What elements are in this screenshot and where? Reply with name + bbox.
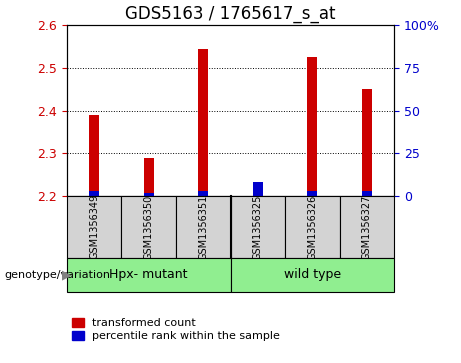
Text: GSM1356325: GSM1356325 [253, 194, 263, 260]
Bar [121, 196, 176, 258]
Text: GSM1356327: GSM1356327 [362, 194, 372, 260]
Bar [67, 196, 121, 258]
Bar [307, 191, 317, 196]
Bar [144, 193, 154, 196]
Bar [67, 258, 230, 292]
Bar [230, 258, 394, 292]
Bar [362, 191, 372, 196]
Text: GSM1356350: GSM1356350 [144, 194, 154, 260]
Bar [340, 196, 394, 258]
Title: GDS5163 / 1765617_s_at: GDS5163 / 1765617_s_at [125, 5, 336, 23]
Text: GSM1356326: GSM1356326 [307, 194, 317, 260]
Text: genotype/variation: genotype/variation [5, 270, 111, 280]
Bar [198, 49, 208, 196]
Bar [144, 158, 154, 196]
Legend: transformed count, percentile rank within the sample: transformed count, percentile rank withi… [72, 318, 280, 342]
Bar [253, 189, 263, 196]
Bar [230, 196, 285, 258]
Text: ▶: ▶ [62, 269, 72, 281]
Bar [198, 191, 208, 196]
Bar [176, 196, 230, 258]
Bar [307, 57, 317, 196]
Bar [362, 89, 372, 196]
Bar [253, 182, 263, 196]
Text: wild type: wild type [284, 269, 341, 281]
Text: Hpx- mutant: Hpx- mutant [109, 269, 188, 281]
Bar [285, 196, 340, 258]
Bar [89, 191, 99, 196]
Bar [89, 115, 99, 196]
Text: GSM1356349: GSM1356349 [89, 194, 99, 260]
Text: GSM1356351: GSM1356351 [198, 194, 208, 260]
